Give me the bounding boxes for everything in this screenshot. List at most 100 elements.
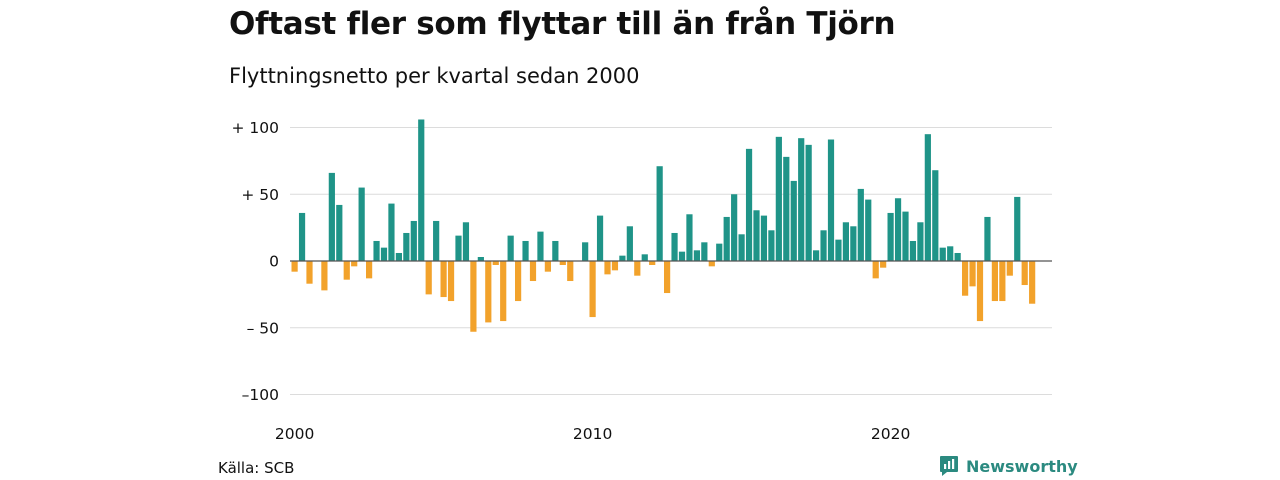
bar: [351, 261, 358, 267]
bar: [470, 261, 477, 332]
newsworthy-logo-icon: [940, 456, 958, 476]
bar: [1014, 196, 1021, 261]
bar: [403, 232, 410, 262]
bar: [537, 231, 544, 261]
bar: [976, 261, 984, 322]
bar: [857, 188, 864, 261]
y-tick-label: + 50: [241, 186, 279, 204]
x-tick-label: 2010: [573, 425, 612, 443]
bar: [656, 166, 663, 261]
bar: [723, 216, 730, 261]
bar: [1006, 261, 1013, 276]
bar: [492, 261, 499, 265]
bar: [678, 251, 686, 261]
bar: [917, 222, 924, 261]
bar: [880, 261, 887, 268]
bar: [582, 242, 589, 261]
bar: [373, 240, 380, 261]
bar: [693, 250, 700, 261]
bar: [604, 261, 611, 275]
bar: [760, 215, 768, 261]
bar: [716, 243, 723, 262]
bar: [664, 261, 671, 294]
source-note: Källa: SCB: [218, 459, 295, 477]
bar: [909, 240, 917, 261]
bar: [626, 226, 633, 261]
bar: [783, 156, 790, 261]
bar: [544, 261, 551, 272]
bar: [939, 247, 946, 261]
bar: [820, 230, 827, 261]
bar: [522, 240, 529, 261]
bars: [291, 119, 1036, 332]
bar: [887, 212, 894, 261]
bar: [872, 261, 879, 279]
bar: [596, 215, 604, 261]
bar: [835, 239, 842, 261]
bar: [798, 138, 805, 261]
bar: [865, 199, 872, 261]
bar: [805, 144, 812, 261]
x-axis-ticks: 2000 2010 2020: [275, 425, 910, 443]
bar: [611, 261, 619, 271]
y-tick-label: – 50: [247, 319, 279, 337]
bar: [641, 254, 648, 261]
bar: [1021, 261, 1028, 286]
newsworthy-logo[interactable]: Newsworthy: [939, 455, 1078, 477]
bar: [447, 261, 455, 302]
bar: [410, 220, 417, 261]
bar: [894, 198, 902, 261]
bar: [343, 261, 350, 280]
bar: [753, 210, 760, 261]
bar: [306, 261, 313, 284]
bar: [686, 214, 693, 262]
bar: [366, 261, 373, 279]
bar: [455, 235, 462, 261]
bar: [433, 220, 440, 261]
bar: [1029, 261, 1036, 304]
brand-name: Newsworthy: [966, 456, 1078, 476]
bar: [462, 222, 470, 261]
bar: [932, 170, 939, 261]
bar: [485, 261, 492, 323]
bar: [701, 242, 708, 261]
bar: [671, 232, 678, 262]
bar: [850, 226, 857, 261]
bar: [619, 255, 626, 261]
bar: [991, 261, 998, 302]
bar: [731, 194, 738, 261]
bar: [477, 257, 484, 261]
bar: [708, 261, 715, 267]
bar: [395, 252, 402, 261]
bar: [589, 261, 596, 318]
bar: [418, 119, 425, 262]
bar: [738, 234, 745, 261]
bar: [559, 261, 566, 265]
bar: [298, 212, 306, 261]
bar: [984, 216, 991, 261]
bar: [425, 261, 432, 295]
bar: [634, 261, 641, 276]
bar: [321, 261, 328, 291]
bar: [969, 261, 976, 287]
bar: [507, 235, 514, 261]
bar: [813, 250, 820, 261]
bar: [515, 261, 522, 302]
bar: [842, 222, 849, 261]
bar: [529, 261, 537, 282]
bar: [649, 261, 656, 265]
bar: [827, 139, 835, 261]
bar: [962, 261, 969, 296]
bar: [745, 148, 753, 261]
bar: [999, 261, 1006, 302]
bar: [924, 134, 931, 262]
chart-subtitle: Flyttningsnetto per kvartal sedan 2000: [229, 64, 640, 88]
bar: [954, 252, 961, 261]
bar: [552, 240, 559, 261]
y-tick-label: –100: [242, 386, 279, 404]
bar: [440, 261, 447, 298]
bar: [328, 172, 335, 261]
bar: [790, 180, 797, 261]
bar: [388, 203, 395, 261]
